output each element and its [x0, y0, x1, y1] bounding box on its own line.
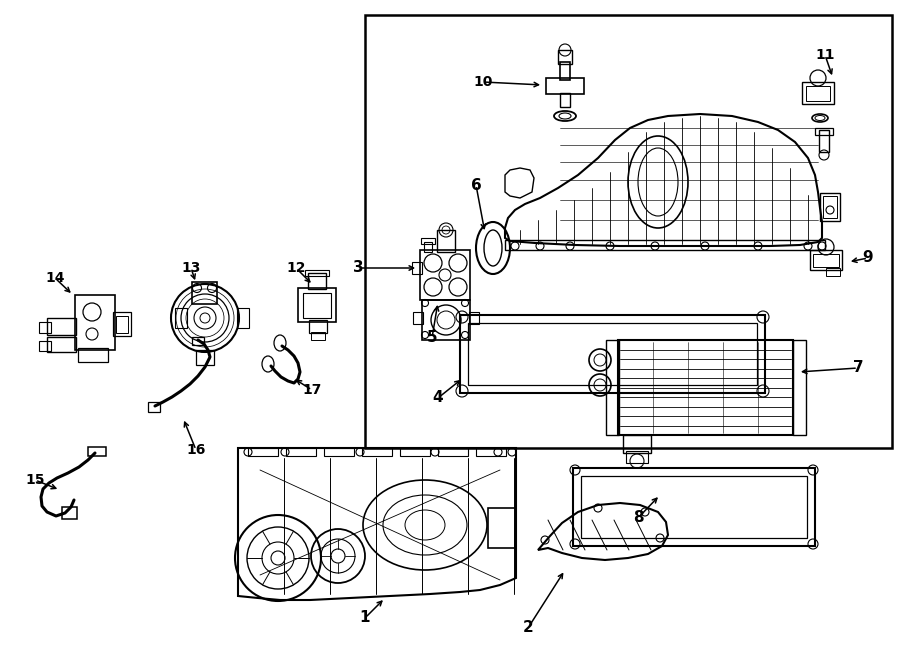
Bar [192, 282, 217, 304]
Bar [39, 322, 51, 333]
Bar [324, 448, 354, 456]
Bar [412, 262, 422, 274]
Bar [826, 268, 840, 276]
Bar [813, 254, 839, 267]
Bar [626, 451, 648, 463]
Bar [546, 78, 584, 94]
Bar [78, 348, 108, 362]
Bar [309, 320, 327, 333]
Bar [606, 340, 619, 435]
Bar [806, 86, 830, 101]
Text: 15: 15 [25, 473, 45, 487]
Bar [420, 250, 470, 300]
Bar [248, 448, 278, 456]
Bar [175, 308, 187, 328]
Bar [286, 448, 316, 456]
Bar [793, 340, 806, 435]
Text: 16: 16 [186, 443, 206, 457]
Bar [623, 435, 651, 453]
Bar [560, 62, 570, 80]
Bar [148, 402, 160, 412]
Text: 17: 17 [302, 383, 321, 397]
Bar [362, 448, 392, 456]
Bar [810, 250, 842, 270]
Bar [437, 230, 455, 252]
Bar [196, 350, 214, 365]
Bar [113, 312, 131, 336]
Text: 11: 11 [815, 48, 835, 62]
Bar [47, 337, 76, 352]
Bar [815, 128, 833, 135]
Bar [558, 50, 572, 64]
Text: 4: 4 [433, 391, 444, 405]
Bar [116, 316, 128, 333]
Bar [422, 300, 470, 340]
Text: 14: 14 [45, 271, 65, 285]
Bar [505, 240, 825, 250]
Bar [365, 15, 892, 448]
Bar [303, 293, 331, 318]
Bar [560, 93, 570, 107]
Bar [618, 340, 793, 435]
Bar [413, 312, 423, 324]
Bar [298, 288, 336, 322]
Bar [820, 193, 840, 221]
Text: 13: 13 [181, 261, 201, 275]
Text: 10: 10 [473, 75, 492, 89]
Bar [47, 318, 76, 335]
Bar [75, 295, 115, 350]
Bar [468, 323, 757, 385]
Text: 3: 3 [353, 260, 364, 276]
Bar [460, 315, 765, 393]
Bar [421, 238, 435, 244]
Bar [400, 448, 430, 456]
Bar [62, 507, 77, 519]
Text: 5: 5 [427, 330, 437, 346]
Text: 9: 9 [863, 251, 873, 266]
Bar [305, 270, 329, 276]
Bar [802, 82, 834, 104]
Bar [237, 308, 249, 328]
Text: 12: 12 [286, 261, 306, 275]
Bar [819, 130, 829, 152]
Text: 6: 6 [471, 178, 482, 192]
Bar [311, 332, 325, 340]
Text: 2: 2 [523, 621, 534, 635]
Bar [88, 447, 106, 456]
Bar [39, 341, 51, 351]
Text: 1: 1 [360, 611, 370, 625]
Bar [438, 448, 468, 456]
Text: 7: 7 [852, 360, 863, 375]
Bar [308, 273, 326, 289]
Text: 8: 8 [633, 510, 643, 525]
Bar [823, 196, 837, 218]
Bar [581, 476, 807, 538]
Bar [469, 312, 479, 324]
Bar [476, 448, 506, 456]
Bar [573, 468, 815, 546]
Bar [192, 337, 204, 345]
Bar [424, 242, 432, 252]
